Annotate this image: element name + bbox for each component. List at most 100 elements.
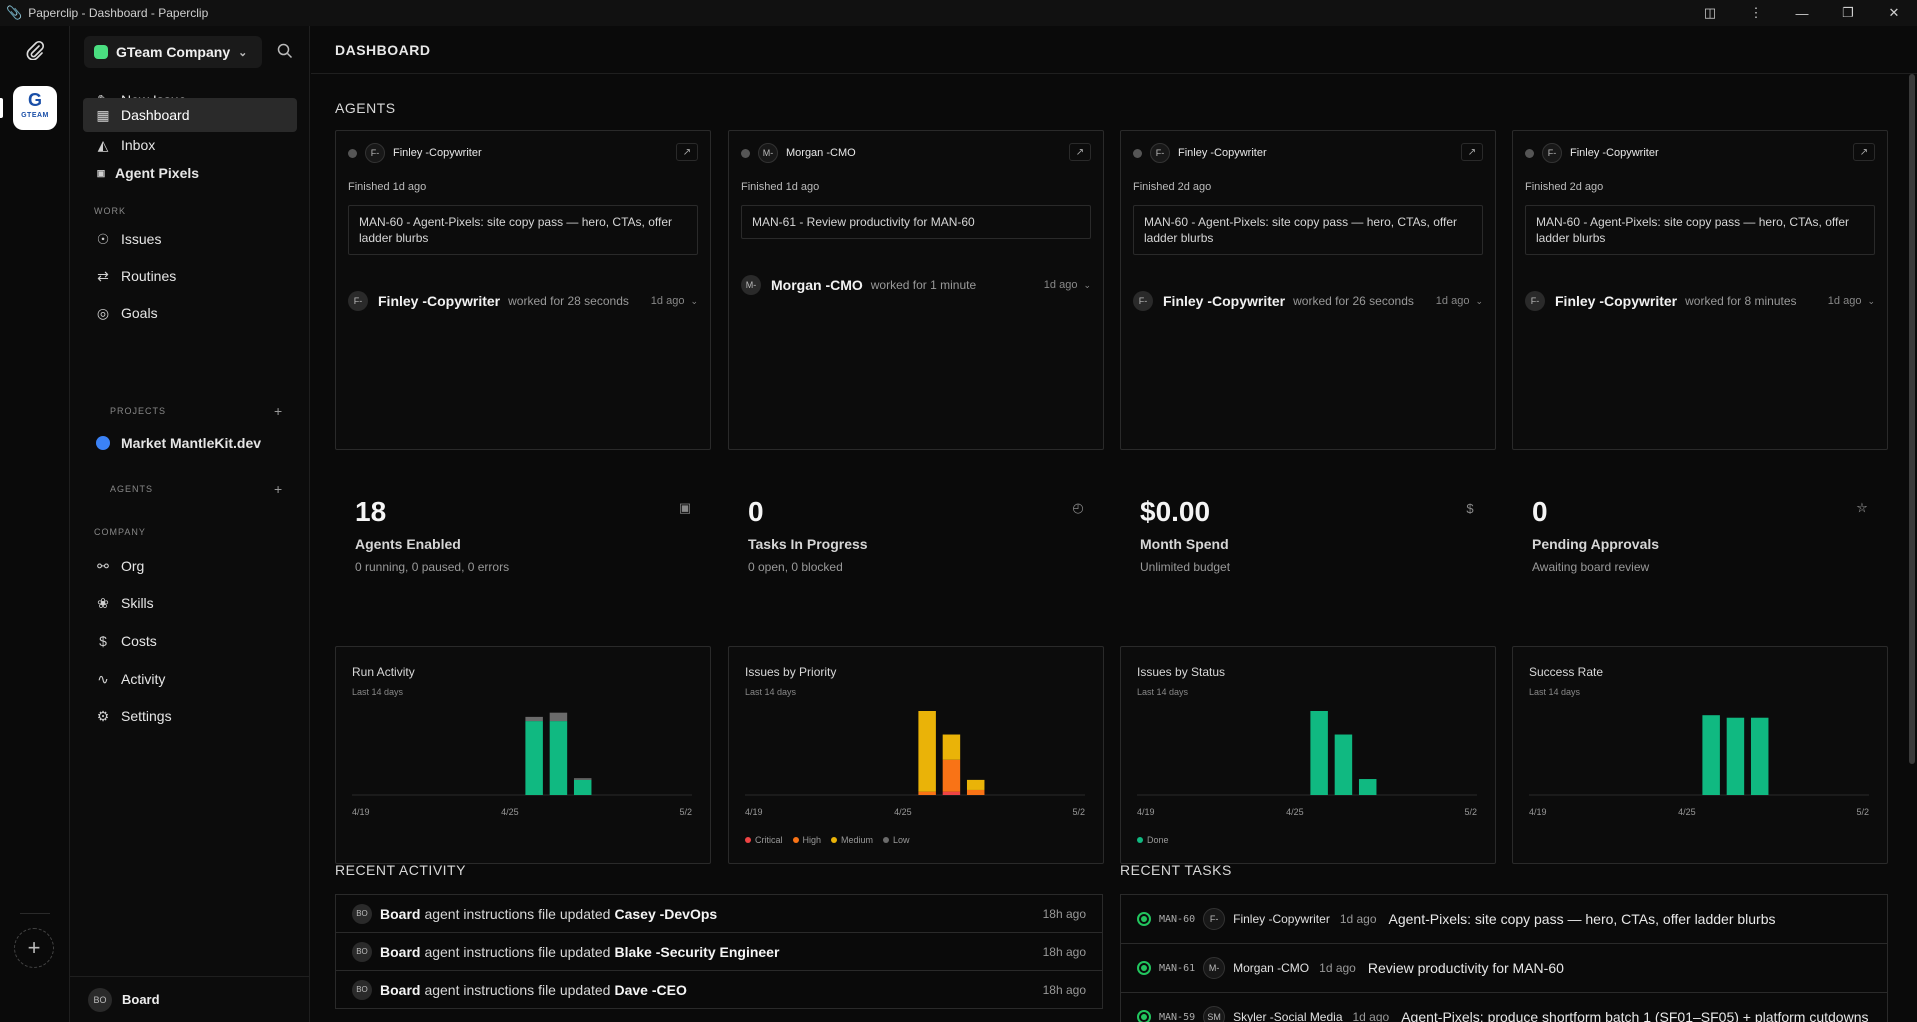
scrollbar[interactable] — [1909, 74, 1915, 764]
clock-icon: ◴ — [1072, 500, 1084, 515]
task-row[interactable]: MAN-61 M- Morgan -CMO 1d ago Review producti… — [1121, 944, 1887, 993]
run-row[interactable]: M- Morgan -CMO worked for 1 minute 1d ago ⌄ — [741, 275, 1091, 295]
agent-name: Morgan -CMO — [786, 147, 856, 159]
chart-bar — [918, 791, 936, 795]
avatar: SM — [1203, 1006, 1226, 1022]
chart-bar — [942, 759, 961, 792]
chart-issues-by-priority: Issues by Priority Last 14 days 4/19 4/25… — [728, 646, 1104, 864]
nav-dashboard[interactable]: ▦ Dashboard — [83, 98, 297, 132]
chart-subtitle: Last 14 days — [1137, 687, 1189, 697]
agent-card[interactable]: F- Finley -Copywriter ↗ Finished 1d ago M… — [335, 130, 711, 450]
more-vertical-icon[interactable]: ⋮ — [1749, 5, 1763, 20]
status-dot — [741, 148, 750, 158]
avatar: F- — [348, 291, 368, 311]
run-row[interactable]: F- Finley -Copywriter worked for 28 second… — [348, 291, 698, 311]
chevron-down-icon[interactable]: ⌄ — [1475, 295, 1483, 306]
chart-subtitle: Last 14 days — [352, 687, 404, 697]
add-project-button[interactable]: + — [274, 403, 283, 419]
agent-task[interactable]: MAN-60 - Agent-Pixels: site copy pass — … — [1525, 205, 1875, 255]
avatar: F- — [365, 143, 385, 163]
task-row[interactable]: MAN-60 F- Finley -Copywriter 1d ago Agent-Pi… — [1121, 895, 1887, 944]
x-tick-label: 4/25 — [1678, 807, 1696, 817]
nav-settings[interactable]: ⚙ Settings — [96, 707, 172, 725]
close-button[interactable]: ✕ — [1888, 5, 1900, 20]
status-dot — [1133, 148, 1142, 158]
nav-org[interactable]: ⚯ Org — [83, 549, 297, 583]
nav-costs[interactable]: $ Costs — [83, 624, 297, 658]
status-done-icon — [1137, 961, 1151, 975]
legend-item: High — [792, 835, 821, 845]
agent-card[interactable]: M- Morgan -CMO ↗ Finished 1d ago MAN-61 -… — [728, 130, 1104, 450]
avatar: F- — [1525, 291, 1545, 311]
run-row[interactable]: F- Finley -Copywriter worked for 8 minutes… — [1525, 291, 1875, 311]
task-row[interactable]: MAN-59 SM Skyler -Social Media 1d ago Agent-… — [1121, 993, 1887, 1022]
add-company-button[interactable]: + — [14, 928, 54, 968]
agent-card[interactable]: F- Finley -Copywriter ↗ Finished 2d ago M… — [1120, 130, 1496, 450]
avatar: F- — [1203, 908, 1226, 930]
agent-task[interactable]: MAN-60 - Agent-Pixels: site copy pass — … — [1133, 205, 1483, 255]
chart-run-activity: Run Activity Last 14 days 4/19 4/25 5/2 — [335, 646, 711, 864]
avatar: M- — [758, 143, 778, 163]
agent-name: Finley -Copywriter — [393, 147, 482, 159]
chevron-down-icon[interactable]: ⌄ — [1083, 279, 1091, 290]
agent-task[interactable]: MAN-60 - Agent-Pixels: site copy pass — … — [348, 205, 698, 255]
external-link-icon[interactable]: ↗ — [676, 143, 698, 161]
shield-icon: ⛦ — [1856, 500, 1868, 515]
finished-label: Finished 1d ago — [348, 181, 427, 193]
avatar: BO — [352, 979, 372, 1000]
activity-row[interactable]: BO Board agent instructions file updated Da… — [336, 971, 1102, 1009]
agents-heading: AGENTS — [335, 100, 396, 116]
chart-title: Issues by Priority — [745, 665, 837, 679]
extension-icon[interactable]: ◫ — [1703, 5, 1717, 20]
circle-dot-icon: ☉ — [96, 230, 110, 247]
company-switcher[interactable]: GTeam Company ⌄ — [84, 36, 262, 68]
metric-agents-enabled[interactable]: 18 Agents Enabled 0 running, 0 paused, 0… — [355, 496, 692, 574]
dollar-icon: $ — [1466, 500, 1474, 516]
add-agent-button[interactable]: + — [274, 481, 283, 497]
nav-goals[interactable]: ◎ Goals — [96, 304, 158, 322]
activity-row[interactable]: BO Board agent instructions file updated Ca… — [336, 895, 1102, 933]
company-logo-gteam[interactable]: G GTEAM — [13, 86, 57, 130]
x-tick-label: 5/2 — [1464, 807, 1477, 817]
company-color-dot — [94, 45, 108, 59]
external-link-icon[interactable]: ↗ — [1461, 143, 1483, 161]
chart-svg: 4/19 4/25 5/2 — [745, 711, 1085, 817]
activity-row[interactable]: BO Board agent instructions file updated Bl… — [336, 933, 1102, 971]
project-market-mantlekit[interactable]: Market MantleKit.dev — [83, 426, 297, 460]
recent-tasks-heading: RECENT TASKS — [1120, 862, 1232, 878]
external-link-icon[interactable]: ↗ — [1853, 143, 1875, 161]
nav-skills[interactable]: ❀ Skills — [83, 586, 297, 620]
metric-pending-approvals[interactable]: 0 Pending Approvals Awaiting board revie… — [1512, 496, 1888, 596]
chevron-down-icon[interactable]: ⌄ — [690, 295, 698, 306]
activity-icon: ∿ — [97, 670, 109, 687]
maximize-button[interactable]: ❐ — [1842, 5, 1854, 20]
minimize-button[interactable]: — — [1795, 5, 1809, 21]
chevron-down-icon[interactable]: ⌄ — [1867, 295, 1875, 306]
agent-task[interactable]: MAN-61 - Review productivity for MAN-60 — [741, 205, 1091, 239]
external-link-icon[interactable]: ↗ — [1069, 143, 1091, 161]
rail-divider — [20, 913, 50, 914]
nav-issues[interactable]: ☉ Issues — [96, 230, 162, 248]
nav-inbox[interactable]: ◭ Inbox — [83, 128, 297, 162]
paperclip-logo-icon[interactable] — [25, 40, 45, 60]
x-tick-label: 4/19 — [1529, 807, 1547, 817]
agent-card[interactable]: F- Finley -Copywriter ↗ Finished 2d ago M… — [1512, 130, 1888, 450]
chart-bar — [942, 791, 961, 795]
current-user[interactable]: BO Board — [70, 976, 310, 1022]
company-name: GTeam Company — [116, 44, 231, 60]
chart-bar — [942, 734, 961, 760]
avatar: F- — [1133, 291, 1153, 311]
search-icon[interactable] — [276, 42, 294, 60]
legend-item: Medium — [831, 835, 873, 845]
run-row[interactable]: F- Finley -Copywriter worked for 26 second… — [1133, 291, 1483, 311]
sidebar: GTeam Company ⌄ ✎New Issue ▦Dashboard ◭I… — [70, 26, 310, 1022]
nav-activity[interactable]: ∿ Activity — [83, 662, 297, 696]
metric-month-spend[interactable]: $0.00 Month Spend Unlimited budget $ — [1120, 496, 1496, 596]
nav-agent-pixels[interactable]: ▣ Agent Pixels — [83, 156, 297, 190]
chart-bar — [525, 716, 543, 722]
metric-tasks-in-progress[interactable]: 0 Tasks In Progress 0 open, 0 blocked ◴ — [728, 496, 1104, 596]
nav-routines[interactable]: ⇄ Routines — [83, 259, 297, 293]
skills-icon: ❀ — [97, 594, 109, 611]
chart-title: Run Activity — [352, 665, 415, 679]
project-color-dot — [95, 435, 111, 451]
